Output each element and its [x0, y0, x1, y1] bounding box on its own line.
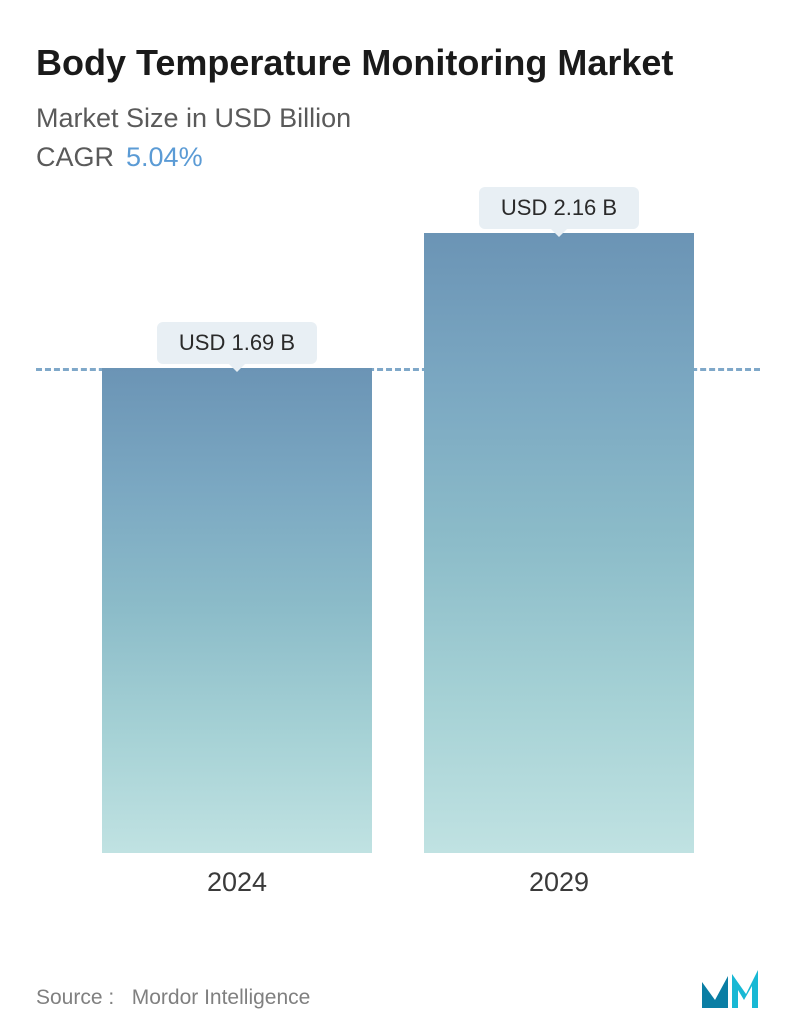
source-label: Source :: [36, 986, 114, 1009]
source-name: Mordor Intelligence: [132, 986, 311, 1009]
bar-2029: [424, 233, 694, 853]
brand-logo-icon: [700, 968, 760, 1010]
chart-title: Body Temperature Monitoring Market: [36, 40, 760, 85]
x-axis-labels: 2024 2029: [36, 853, 760, 898]
cagr-row: CAGR 5.04%: [36, 142, 760, 173]
chart-subtitle: Market Size in USD Billion: [36, 103, 760, 134]
cagr-label: CAGR: [36, 142, 114, 173]
bar-group-2029: USD 2.16 B: [424, 187, 694, 853]
bar-2024: [102, 368, 372, 853]
bars-container: USD 1.69 B USD 2.16 B: [36, 233, 760, 853]
x-label-2029: 2029: [424, 867, 694, 898]
chart-area: USD 1.69 B USD 2.16 B: [36, 233, 760, 853]
cagr-value: 5.04%: [126, 142, 203, 173]
bar-value-badge: USD 1.69 B: [157, 322, 317, 364]
footer: Source : Mordor Intelligence: [36, 968, 760, 1010]
bar-group-2024: USD 1.69 B: [102, 322, 372, 853]
source-text: Source : Mordor Intelligence: [36, 986, 310, 1010]
bar-value-badge: USD 2.16 B: [479, 187, 639, 229]
x-label-2024: 2024: [102, 867, 372, 898]
